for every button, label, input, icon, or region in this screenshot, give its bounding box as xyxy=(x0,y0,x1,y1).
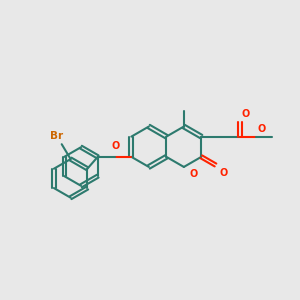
Text: O: O xyxy=(258,124,266,134)
Text: O: O xyxy=(219,168,227,178)
Text: O: O xyxy=(189,169,197,179)
Text: Br: Br xyxy=(50,130,63,141)
Text: O: O xyxy=(112,142,120,152)
Text: O: O xyxy=(242,110,250,119)
